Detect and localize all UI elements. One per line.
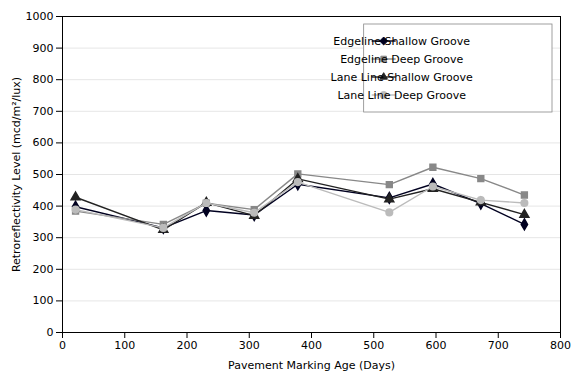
svg-text:Lane Line Shallow Groove: Lane Line Shallow Groove [331, 71, 473, 84]
svg-text:0: 0 [47, 326, 54, 339]
svg-text:1000: 1000 [26, 10, 54, 23]
svg-text:Lane Line Deep Groove: Lane Line Deep Groove [337, 89, 466, 102]
svg-text:300: 300 [33, 231, 54, 244]
svg-text:Edgeline Deep Groove: Edgeline Deep Groove [340, 53, 463, 66]
svg-text:100: 100 [33, 294, 54, 307]
svg-text:200: 200 [177, 339, 198, 352]
svg-text:900: 900 [33, 42, 54, 55]
svg-text:0: 0 [59, 339, 66, 352]
svg-text:Pavement Marking Age (Days): Pavement Marking Age (Days) [228, 359, 395, 372]
svg-text:800: 800 [550, 339, 571, 352]
svg-text:400: 400 [301, 339, 322, 352]
svg-text:600: 600 [33, 136, 54, 149]
svg-text:Edgeline Shallow Groove: Edgeline Shallow Groove [333, 35, 470, 48]
svg-text:800: 800 [33, 73, 54, 86]
svg-text:700: 700 [488, 339, 509, 352]
svg-text:200: 200 [33, 263, 54, 276]
svg-text:Retroreflectivity Level (mcd/m: Retroreflectivity Level (mcd/m²/lux) [10, 77, 23, 272]
svg-text:400: 400 [33, 200, 54, 213]
svg-text:600: 600 [426, 339, 447, 352]
svg-text:500: 500 [363, 339, 384, 352]
svg-text:500: 500 [33, 168, 54, 181]
svg-text:300: 300 [239, 339, 260, 352]
svg-text:700: 700 [33, 105, 54, 118]
svg-text:100: 100 [114, 339, 135, 352]
